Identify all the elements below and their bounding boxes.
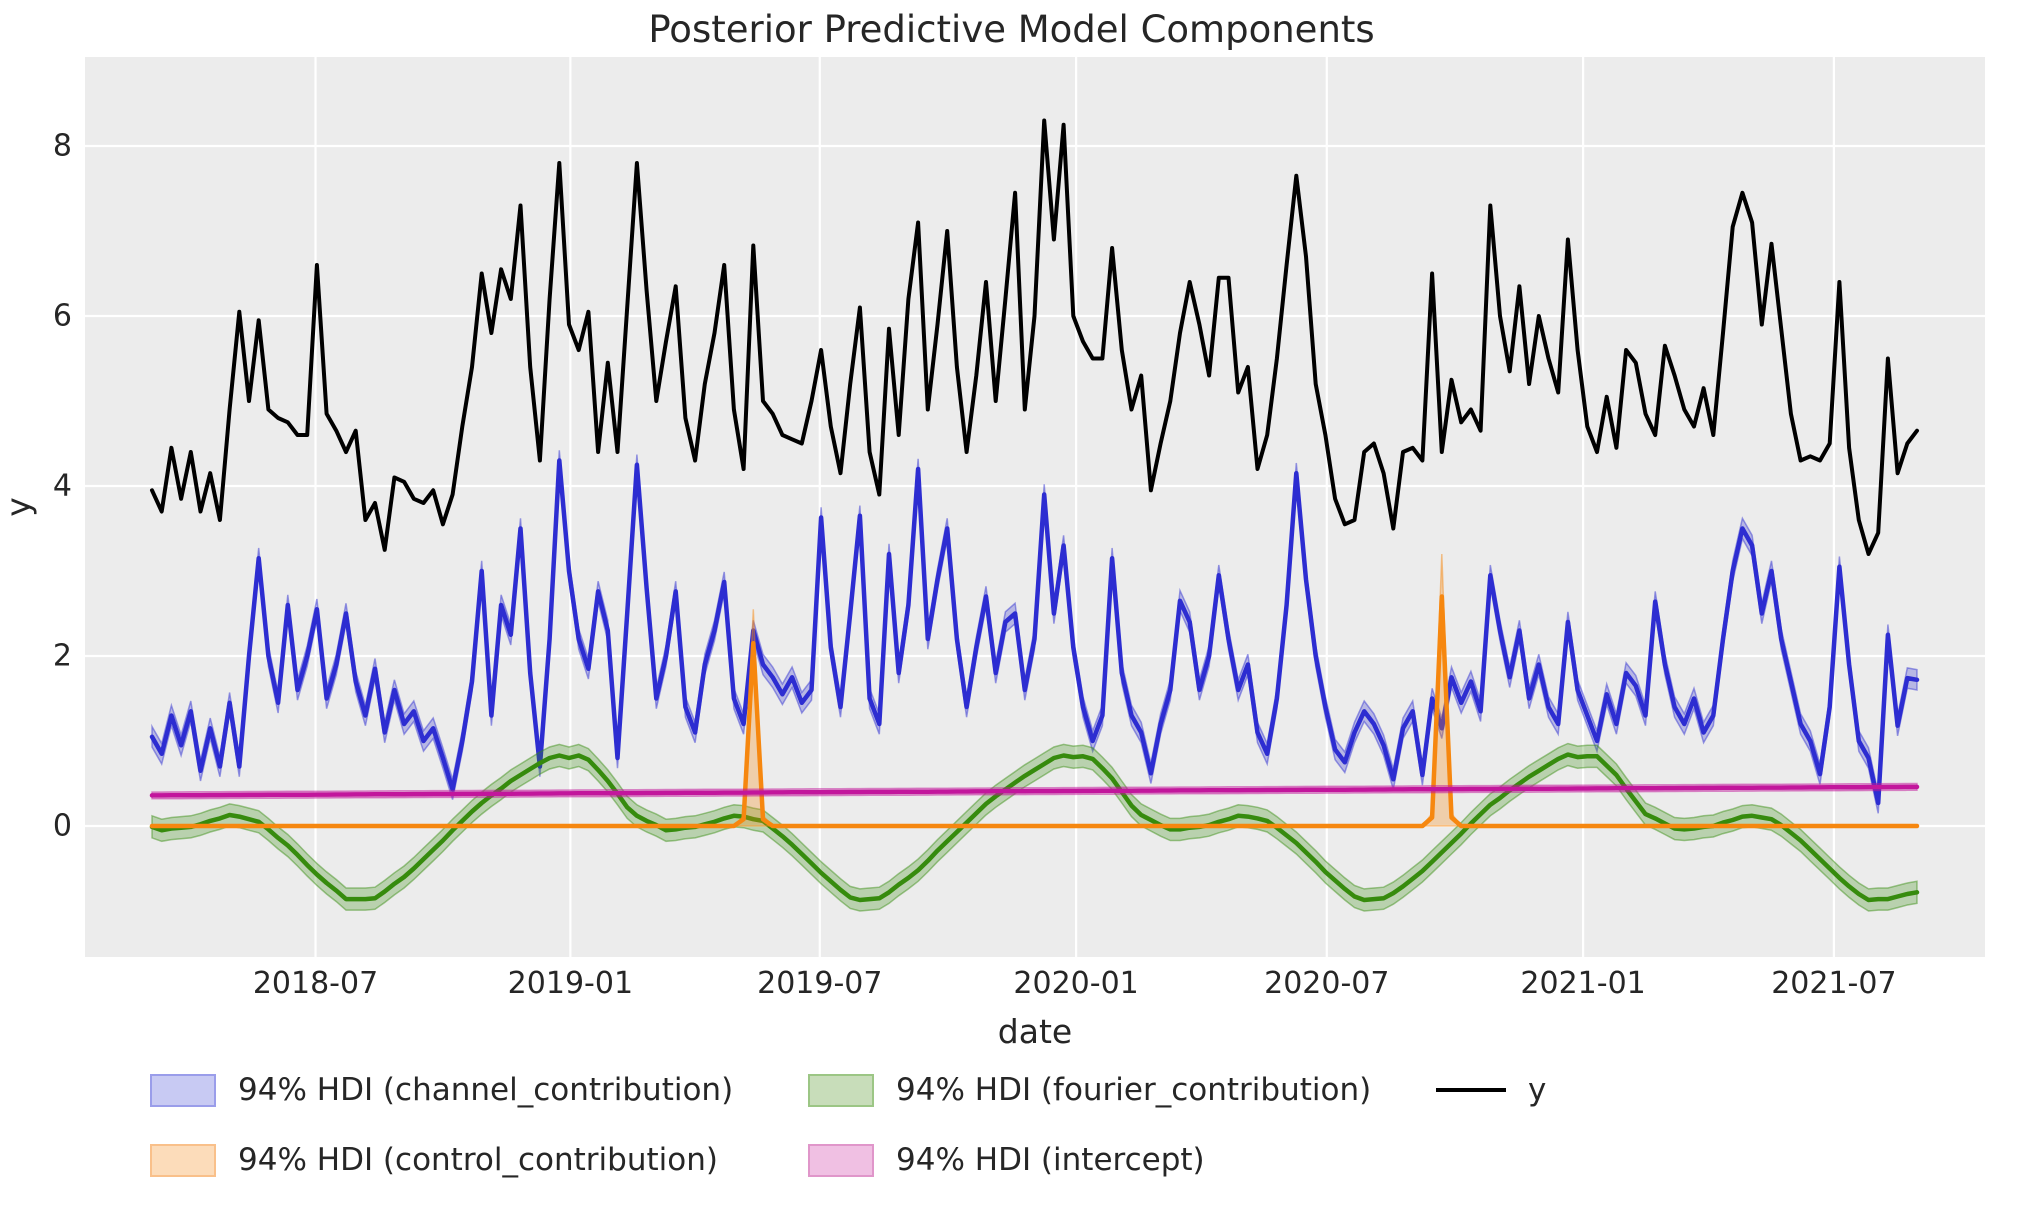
legend-patch-icon: [150, 1073, 216, 1107]
legend-line-icon: [1436, 1088, 1506, 1092]
y-tick-label: 6: [52, 298, 72, 334]
legend-item: 94% HDI (fourier_contribution): [808, 1068, 1378, 1112]
plot-area: [85, 57, 1985, 957]
series-line--hdi-intercept-: [149, 784, 1920, 798]
legend: 94% HDI (channel_contribution) 94% HDI (c…: [150, 1068, 1546, 1182]
x-tick-label: 2021-07: [1771, 966, 1897, 1001]
legend-item: 94% HDI (control_contribution): [150, 1138, 750, 1182]
x-tick-label: 2021-01: [1520, 966, 1646, 1001]
x-axis-label: date: [997, 1012, 1073, 1051]
legend-label: y: [1528, 1072, 1547, 1108]
y-axis-label: y: [0, 497, 38, 517]
x-tick-label: 2020-07: [1264, 966, 1390, 1001]
x-tick-label: 2020-01: [1013, 966, 1139, 1001]
y-tick-label: 8: [52, 128, 72, 164]
y-tick-label: 0: [52, 808, 72, 844]
legend-label: 94% HDI (control_contribution): [238, 1142, 718, 1178]
legend-label: 94% HDI (intercept): [896, 1142, 1205, 1178]
legend-patch-icon: [808, 1073, 874, 1107]
y-tick-label: 2: [52, 638, 72, 674]
legend-item: 94% HDI (intercept): [808, 1138, 1378, 1182]
y-tick-label: 4: [52, 468, 72, 504]
series-line--hdi-channel-contribution-: [149, 458, 1920, 806]
legend-patch-icon: [808, 1143, 874, 1177]
legend-label: 94% HDI (channel_contribution): [238, 1072, 734, 1108]
series-line--hdi-fourier-contribution-: [149, 752, 1920, 903]
x-tick-label: 2019-01: [507, 966, 634, 1001]
series-line-y: [150, 118, 1919, 556]
legend-item: y: [1436, 1068, 1546, 1112]
legend-label: 94% HDI (fourier_contribution): [896, 1072, 1372, 1108]
plot-background: [85, 57, 1985, 957]
chart-title: Posterior Predictive Model Components: [648, 8, 1375, 51]
legend-patch-icon: [150, 1143, 216, 1177]
x-tick-label: 2018-07: [252, 966, 379, 1001]
x-tick-label: 2019-07: [757, 966, 883, 1001]
legend-item: 94% HDI (channel_contribution): [150, 1068, 750, 1112]
series-line--hdi-control-contribution-: [149, 594, 1920, 829]
